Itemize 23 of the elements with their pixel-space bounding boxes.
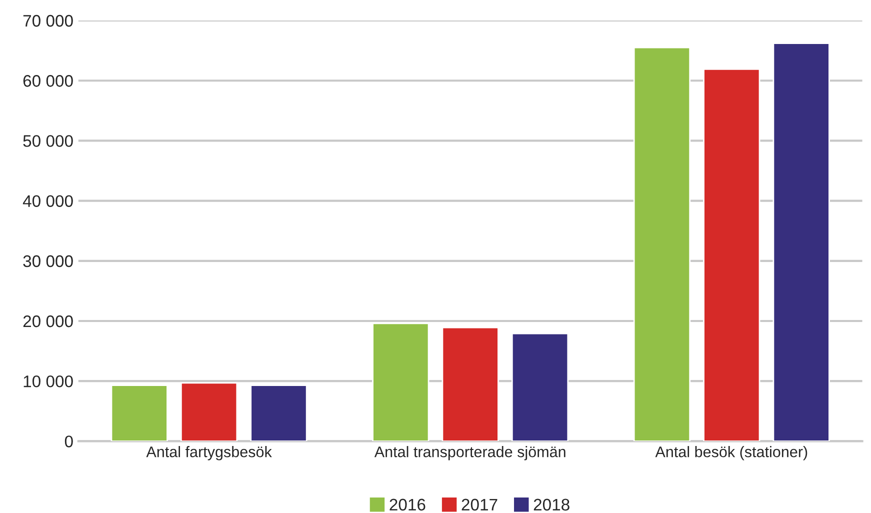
y-tick-label: 70 000	[23, 14, 73, 27]
bar	[180, 382, 238, 442]
bar	[703, 68, 760, 442]
y-tick-label: 50 000	[23, 135, 73, 147]
legend-label: 2018	[534, 498, 570, 511]
y-tick-label: 0	[64, 436, 73, 448]
y-tick-label: 10 000	[24, 375, 73, 388]
y-tick-label: 30 000	[23, 255, 73, 268]
bar	[511, 332, 569, 442]
bar	[772, 42, 830, 442]
bar	[110, 384, 168, 442]
legend-label: 2017	[462, 498, 498, 511]
bar	[442, 326, 499, 442]
x-tick-label: Antal fartygsbesök	[146, 446, 272, 460]
legend-label: 2016	[390, 498, 426, 511]
bar	[250, 384, 308, 442]
x-tick-label: Antal transporterade sjömän	[374, 446, 566, 460]
y-tick-label: 40 000	[22, 195, 73, 208]
x-tick-label: Antal besök (stationer)	[655, 446, 808, 460]
y-tick-label: 20 000	[23, 315, 73, 328]
bar	[372, 322, 430, 442]
bar	[633, 46, 691, 442]
y-tick-label: 60 000	[23, 75, 73, 87]
